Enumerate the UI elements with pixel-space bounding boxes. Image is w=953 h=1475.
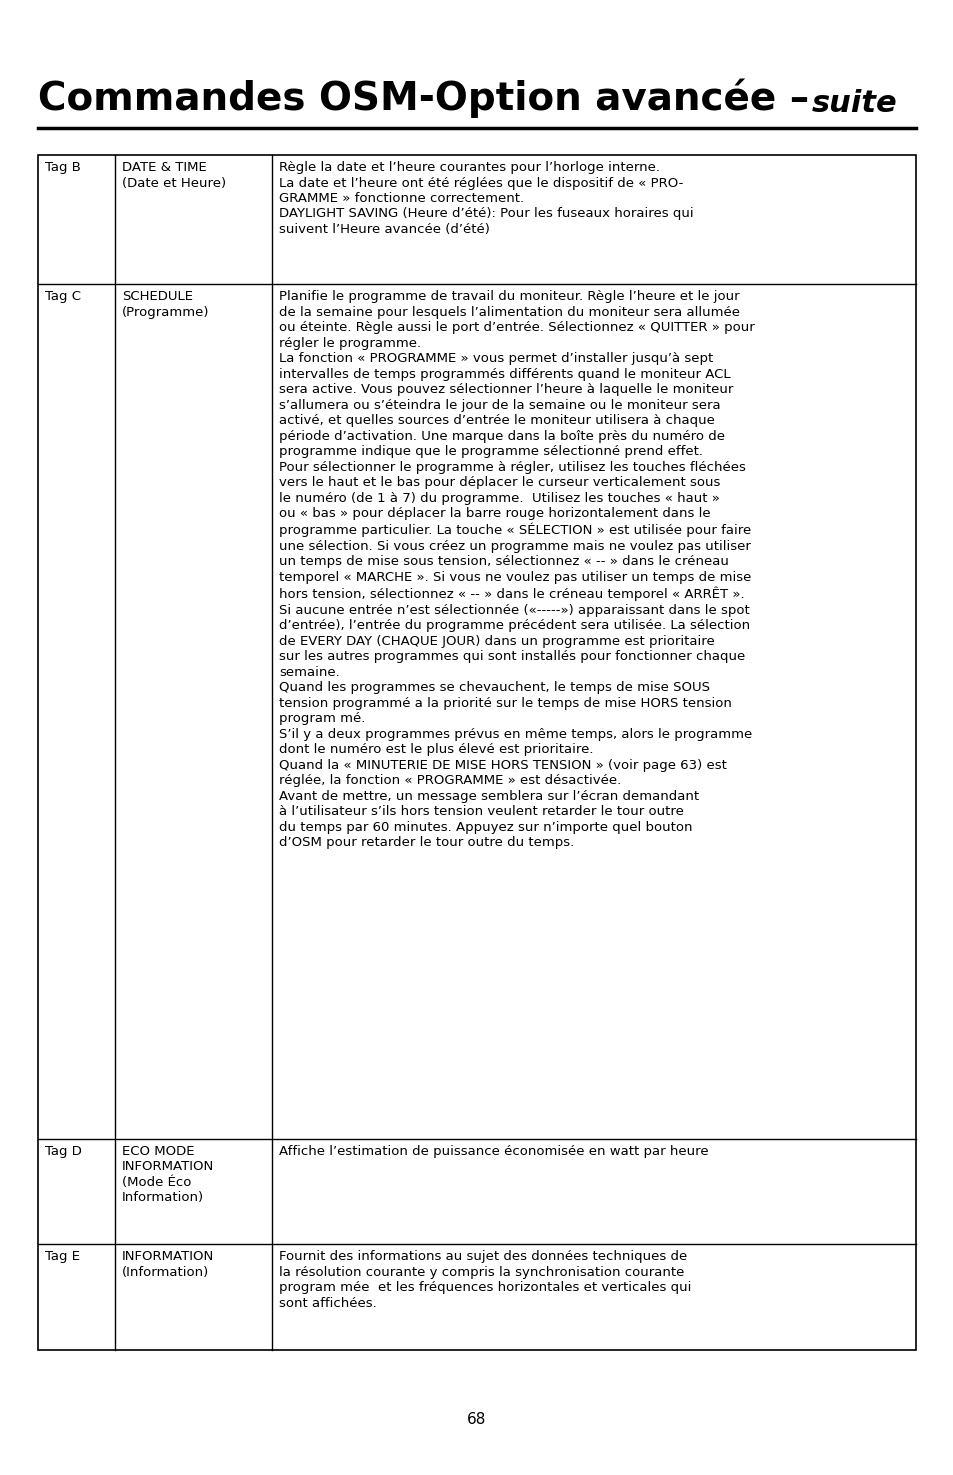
Text: Affiche l’estimation de puissance économisée en watt par heure: Affiche l’estimation de puissance économ…	[278, 1145, 708, 1158]
Text: Règle la date et l’heure courantes pour l’horloge interne.
La date et l’heure on: Règle la date et l’heure courantes pour …	[278, 161, 693, 236]
Text: Tag B: Tag B	[45, 161, 81, 174]
Text: DATE & TIME
(Date et Heure): DATE & TIME (Date et Heure)	[122, 161, 226, 189]
Text: Tag C: Tag C	[45, 291, 81, 302]
Text: 68: 68	[467, 1413, 486, 1428]
Text: SCHEDULE
(Programme): SCHEDULE (Programme)	[122, 291, 210, 319]
Text: Planifie le programme de travail du moniteur. Règle l’heure et le jour
de la sem: Planifie le programme de travail du moni…	[278, 291, 754, 850]
Text: Commandes OSM‑Option avancée –: Commandes OSM‑Option avancée –	[38, 78, 821, 118]
Text: INFORMATION
(Information): INFORMATION (Information)	[122, 1251, 214, 1279]
Text: Fournit des informations au sujet des données techniques de
la résolution couran: Fournit des informations au sujet des do…	[278, 1251, 691, 1310]
Text: suite: suite	[811, 88, 897, 118]
Text: Tag D: Tag D	[45, 1145, 82, 1158]
Text: Tag E: Tag E	[45, 1251, 80, 1264]
Text: ECO MODE
INFORMATION
(Mode Éco
Information): ECO MODE INFORMATION (Mode Éco Informati…	[122, 1145, 214, 1204]
Bar	[38, 155, 915, 1350]
